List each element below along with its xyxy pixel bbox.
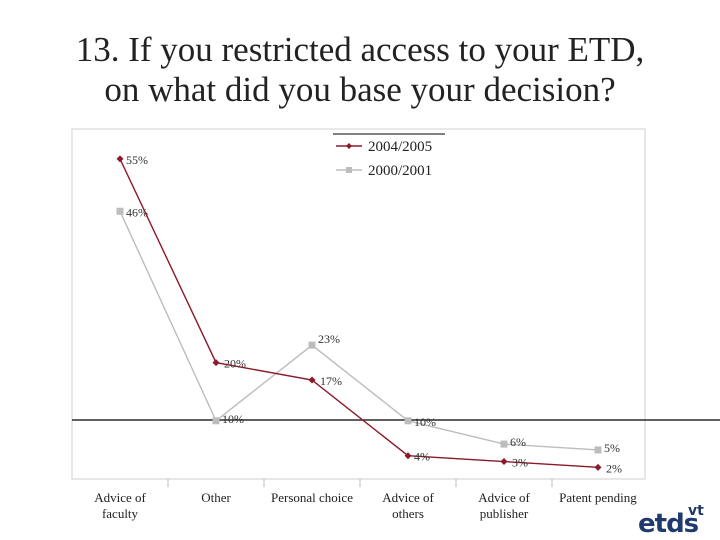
data-label: 20% bbox=[224, 357, 246, 371]
category-label-line: Patent pending bbox=[559, 490, 637, 505]
data-point-marker bbox=[500, 458, 508, 466]
data-label: 10% bbox=[222, 412, 244, 426]
slide-title-line-2: on what did you base your decision? bbox=[104, 70, 616, 109]
data-point-marker bbox=[594, 463, 602, 471]
data-label: 4% bbox=[414, 450, 430, 464]
category-label: Other bbox=[201, 490, 231, 505]
data-point-marker bbox=[212, 417, 220, 425]
category-label-line: faculty bbox=[102, 506, 139, 521]
legend-label: 2004/2005 bbox=[368, 139, 432, 155]
logo-text: etds bbox=[638, 509, 699, 539]
data-point-marker bbox=[404, 452, 412, 460]
category-label-line: Advice of bbox=[382, 490, 434, 505]
slide-title-line-1: 13. If you restricted access to your ETD… bbox=[75, 30, 645, 69]
data-label: 6% bbox=[510, 435, 526, 449]
data-point-marker bbox=[212, 359, 220, 367]
data-label: 23% bbox=[318, 332, 340, 346]
category-label-line: Advice of bbox=[94, 490, 146, 505]
category-label: Personal choice bbox=[271, 490, 353, 505]
data-label: 17% bbox=[320, 374, 342, 388]
data-label: 5% bbox=[604, 441, 620, 455]
data-label: 46% bbox=[126, 205, 148, 219]
slide-title: 13. If you restricted access to your ETD… bbox=[0, 30, 720, 110]
data-label: 3% bbox=[512, 456, 528, 470]
category-label-line: Advice of bbox=[478, 490, 530, 505]
category-label-line: Other bbox=[201, 490, 231, 505]
series-line-2004-2005 bbox=[119, 158, 599, 469]
data-label: 10% bbox=[414, 415, 436, 429]
category-label-line: others bbox=[392, 506, 424, 521]
etds-logo: etds vt bbox=[638, 503, 718, 539]
data-point-marker bbox=[308, 376, 316, 384]
category-label-line: publisher bbox=[480, 506, 529, 521]
category-label: Patent pending bbox=[559, 490, 637, 505]
series-line-2000-2001 bbox=[119, 210, 599, 451]
data-point-marker bbox=[594, 446, 602, 454]
data-point-marker bbox=[308, 341, 316, 349]
legend-swatch-marker bbox=[346, 167, 352, 173]
legend-label: 2000/2001 bbox=[368, 163, 432, 179]
plot-area-frame bbox=[71, 128, 646, 480]
data-label: 2% bbox=[606, 461, 622, 475]
data-point-marker bbox=[404, 417, 412, 425]
category-label-line: Personal choice bbox=[271, 490, 353, 505]
data-point-marker bbox=[116, 155, 124, 163]
data-point-marker bbox=[500, 440, 508, 448]
logo-superscript: vt bbox=[688, 503, 704, 519]
category-label: Advice of others bbox=[382, 490, 434, 521]
category-label: Advice of faculty bbox=[94, 490, 146, 521]
data-point-marker bbox=[116, 207, 124, 215]
category-label: Advice of publisher bbox=[478, 490, 530, 521]
legend-swatch-marker bbox=[346, 143, 352, 149]
data-label: 55% bbox=[126, 153, 148, 167]
